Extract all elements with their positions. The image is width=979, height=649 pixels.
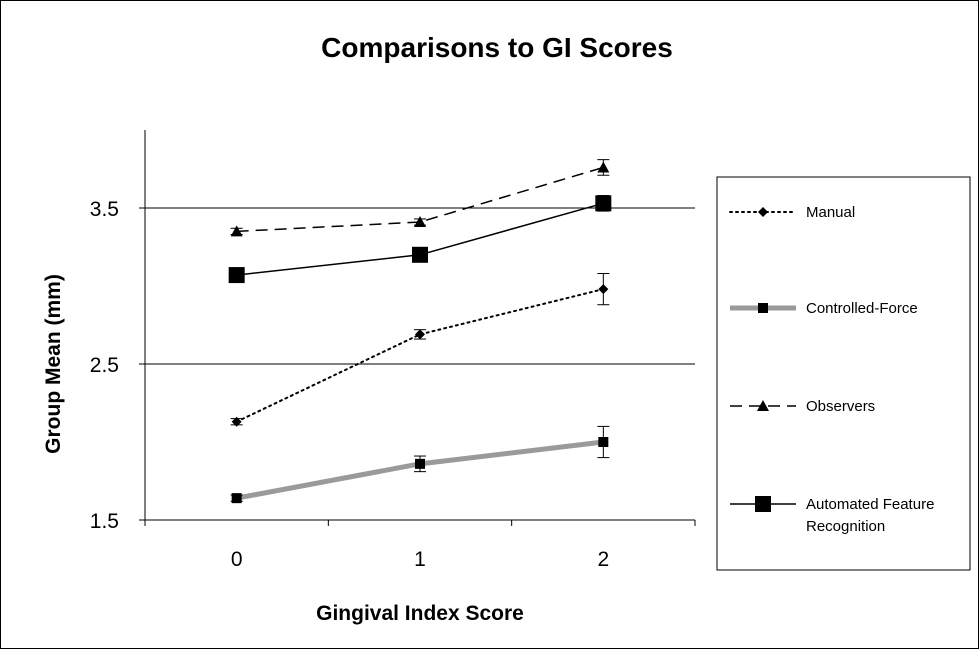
legend: Manual Controlled-Force Observers Automated…: [716, 176, 971, 571]
data-point: [598, 284, 609, 295]
series-line: [235, 288, 605, 423]
series-layer: [228, 159, 612, 504]
y-axis-label: Group Mean (mm): [42, 274, 65, 454]
data-point: [415, 329, 425, 340]
series-observers: [230, 159, 610, 237]
gridlines: [145, 207, 695, 365]
data-point: [412, 246, 428, 263]
data-point: [598, 437, 609, 447]
legend-entry: Automated Feature Recognition: [730, 496, 934, 535]
legend-label: Controlled-Force: [806, 300, 918, 317]
y-tick-label: 3.5: [90, 198, 119, 221]
series-line: [236, 166, 604, 233]
legend-label: Manual: [806, 204, 855, 221]
data-point: [228, 267, 245, 284]
legend-label: Automated Feature: [806, 496, 934, 513]
data-point: [231, 416, 242, 427]
data-point: [597, 161, 610, 173]
legend-entry: Observers: [730, 398, 875, 415]
data-point: [758, 303, 768, 313]
x-tick-label: 2: [597, 548, 609, 571]
chart-title: Comparisons to GI Scores: [321, 32, 673, 63]
y-tick-label: 1.5: [90, 510, 119, 533]
x-tick-label: 1: [414, 548, 426, 571]
x-tick-label: 0: [231, 548, 243, 571]
axes: 1.5 2.5 3.5 0 1 2: [90, 130, 696, 571]
series-controlled-force: [230, 425, 610, 504]
data-point: [230, 225, 243, 237]
series-line: [236, 202, 604, 276]
data-point: [755, 496, 771, 512]
legend-label: Observers: [806, 398, 875, 415]
y-tick-label: 2.5: [90, 354, 119, 377]
data-point: [595, 195, 612, 212]
series-manual: [230, 273, 610, 427]
legend-entry: Manual: [729, 204, 855, 221]
data-point: [231, 493, 242, 504]
data-point: [757, 400, 769, 411]
data-point: [415, 458, 425, 469]
data-point: [758, 207, 768, 217]
data-point: [414, 216, 426, 228]
x-axis-label: Gingival Index Score: [316, 602, 524, 625]
legend-entry: Controlled-Force: [730, 300, 918, 317]
legend-label: Recognition: [806, 518, 885, 535]
series-automated-feature-recognition: [228, 195, 612, 284]
